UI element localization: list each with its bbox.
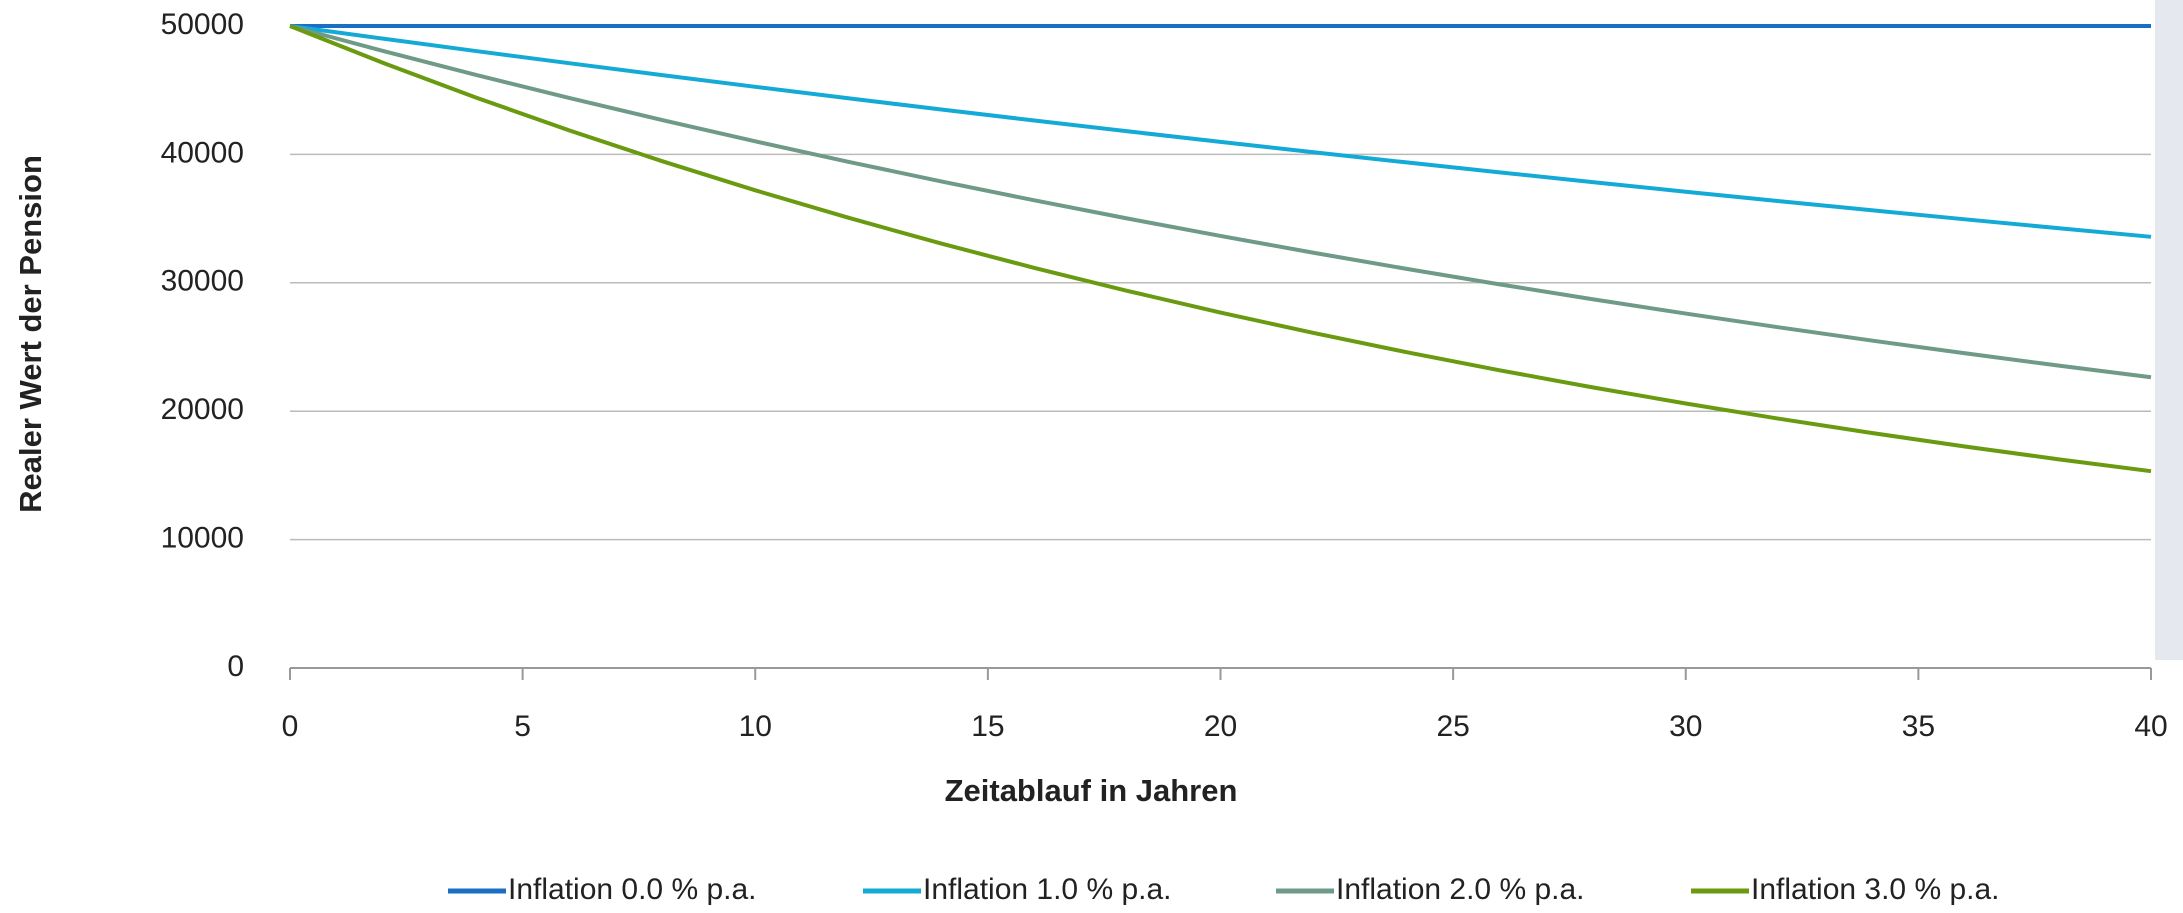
x-tick-label: 5 [514,710,531,743]
y-tick-label: 10000 [161,522,244,555]
x-tick-label: 10 [739,710,772,743]
x-tick-label: 40 [2134,710,2167,743]
legend-label: Inflation 1.0 % p.a. [923,873,1172,906]
y-tick-label: 20000 [161,393,244,426]
x-tick-label: 15 [971,710,1004,743]
y-tick-label: 0 [227,650,244,683]
legend-label: Inflation 3.0 % p.a. [1751,873,2000,906]
series-line [289,24,2152,474]
x-axis-title: Zeitablauf in Jahren [945,773,1238,808]
y-tick-label: 40000 [161,136,244,169]
y-axis-title: Realer Wert der Pension [13,155,48,513]
x-tick-label: 35 [1902,710,1935,743]
x-tick-label: 30 [1669,710,1702,743]
series-line [289,24,2152,380]
y-tick-label: 30000 [161,265,244,298]
x-tick-label: 0 [282,710,299,743]
legend-label: Inflation 0.0 % p.a. [508,873,757,906]
y-tick-label: 50000 [161,8,244,41]
x-tick-label: 20 [1204,710,1237,743]
legend-label: Inflation 2.0 % p.a. [1336,873,1585,906]
series-line [289,24,2152,239]
side-photo [2155,0,2183,660]
x-tick-label: 25 [1436,710,1469,743]
